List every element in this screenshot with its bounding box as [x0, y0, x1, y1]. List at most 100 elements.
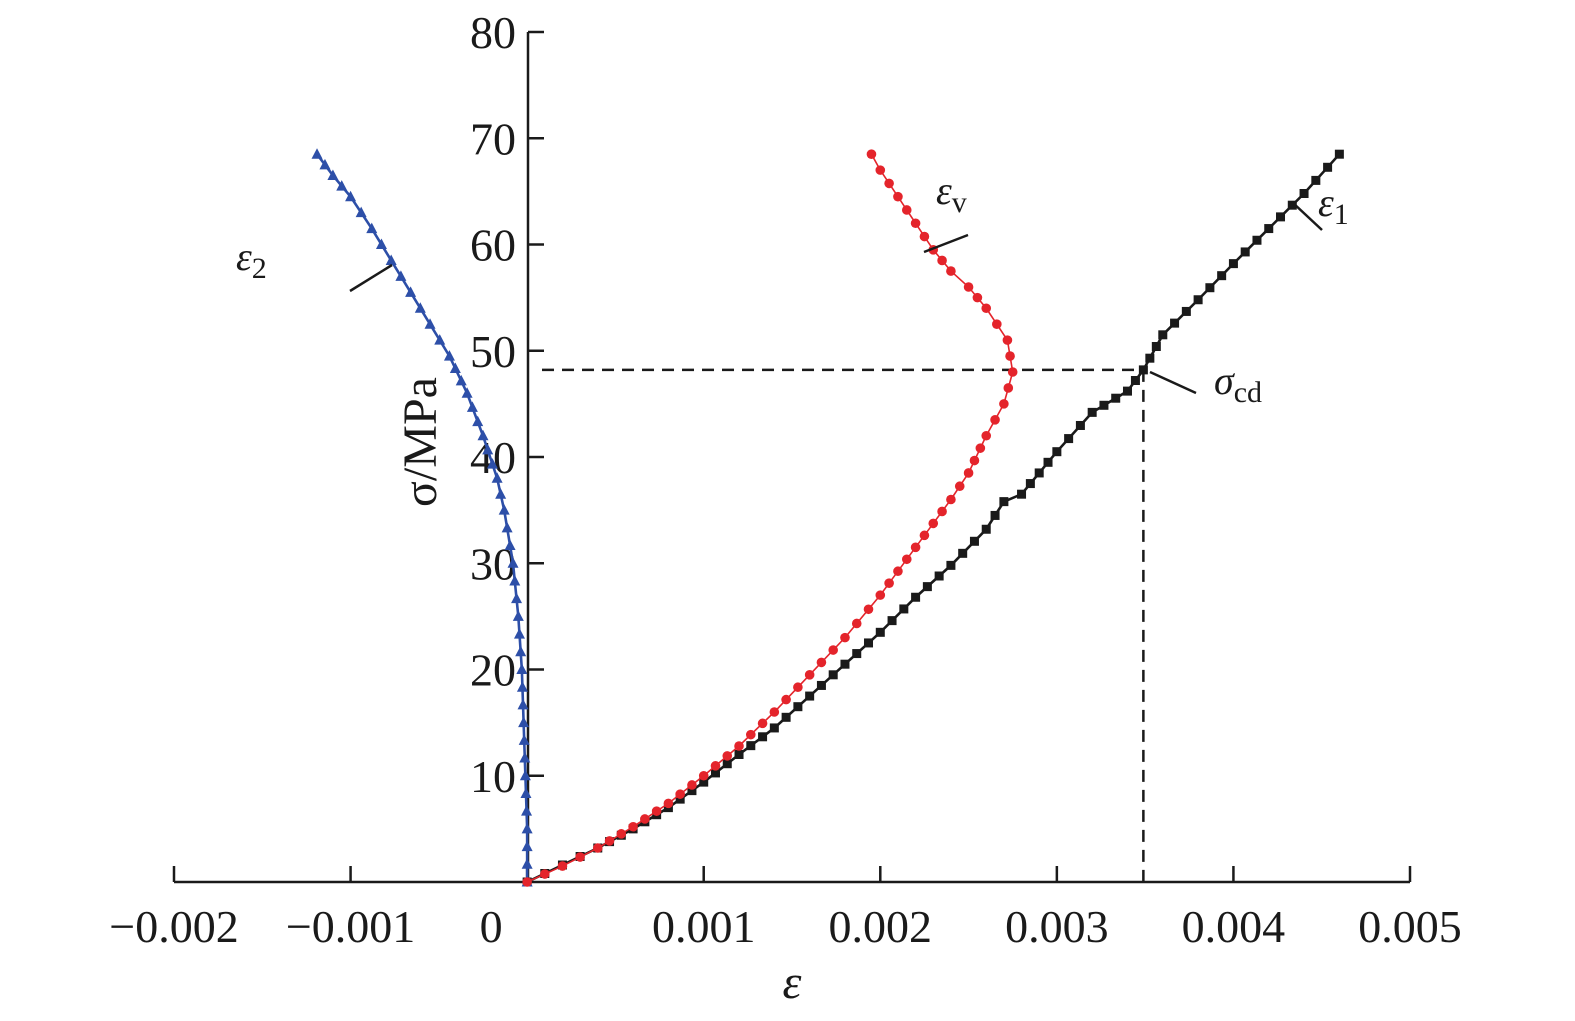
epsilon-v-marker	[816, 657, 827, 668]
epsilon-1-marker	[1205, 283, 1215, 293]
epsilon-1-marker	[1228, 259, 1238, 269]
epsilon-v-marker	[946, 494, 956, 505]
epsilon-v-marker	[710, 761, 721, 771]
epsilon-2-marker	[443, 350, 455, 361]
epsilon-1-marker	[758, 732, 768, 742]
epsilon-v-marker	[893, 566, 903, 577]
epsilon-2-marker	[482, 443, 494, 455]
epsilon-1-label-text: ε1	[1318, 180, 1349, 231]
epsilon-v-marker	[990, 415, 1000, 425]
epsilon-v-leader-line	[923, 233, 969, 254]
epsilon-1-marker	[1034, 468, 1044, 478]
epsilon-1-marker	[805, 691, 815, 701]
epsilon-1-marker	[1311, 175, 1321, 185]
epsilon-1-marker	[1158, 330, 1168, 340]
x-axis-title: ε	[783, 956, 802, 1009]
sigma-cd-label-text: σcd	[1214, 358, 1262, 409]
epsilon-v-label-text: εv	[936, 168, 967, 219]
epsilon-1-marker	[1075, 420, 1085, 430]
epsilon-1-marker	[1181, 306, 1191, 316]
epsilon-2-marker	[504, 539, 516, 551]
epsilon-2-marker	[311, 148, 323, 159]
epsilon-1-marker	[1052, 447, 1062, 457]
epsilon-2-marker	[449, 362, 461, 373]
epsilon-v-marker	[884, 178, 894, 189]
epsilon-1-marker	[1017, 489, 1027, 499]
x-tick-label: 0	[480, 901, 503, 952]
epsilon-v-marker	[954, 481, 965, 492]
x-tick-label: 0.003	[1005, 901, 1109, 952]
epsilon-v-marker	[828, 645, 838, 655]
epsilon-2-marker	[507, 557, 519, 568]
epsilon-2-marker	[521, 840, 533, 852]
epsilon-v-marker	[963, 282, 974, 292]
epsilon-v-marker	[901, 554, 912, 565]
epsilon-2-marker	[455, 374, 467, 386]
epsilon-v-marker	[604, 836, 615, 846]
epsilon-v-marker	[557, 861, 568, 871]
epsilon-2-marker	[515, 645, 527, 657]
epsilon-v-marker	[937, 255, 947, 266]
epsilon-1-marker	[793, 702, 803, 712]
epsilon-v-marker	[1002, 335, 1013, 345]
epsilon-v-marker	[746, 729, 756, 740]
epsilon-1-marker	[981, 524, 991, 534]
y-tick-label: 10	[470, 751, 516, 802]
epsilon-v-marker	[840, 632, 850, 643]
y-tick-label: 80	[470, 7, 516, 58]
epsilon-2-marker	[513, 628, 525, 639]
epsilon-1-marker	[840, 659, 850, 669]
epsilon-2-marker	[466, 401, 478, 412]
epsilon-v-marker	[540, 869, 550, 879]
epsilon-v-marker	[1007, 367, 1018, 377]
epsilon-v-marker	[851, 618, 862, 629]
epsilon-v-marker	[1005, 351, 1015, 361]
epsilon-v-marker	[522, 877, 532, 887]
epsilon-1-leader-line	[1291, 201, 1323, 231]
epsilon-2-marker	[516, 663, 528, 674]
axes: −0.002 −0.001 0 0.001 0.002 0.003 0.004 0.005 10…	[109, 7, 1461, 952]
epsilon-v-marker	[875, 590, 886, 600]
epsilon-v-marker	[999, 399, 1009, 409]
epsilon-1-marker	[1276, 212, 1286, 222]
epsilon-2-marker	[498, 504, 510, 515]
epsilon-2-marker	[517, 698, 529, 710]
epsilon-2-leader-line	[349, 263, 393, 293]
epsilon-1-marker	[1145, 353, 1155, 363]
epsilon-2-marker	[336, 180, 348, 191]
epsilon-1-marker	[1334, 149, 1344, 159]
epsilon-2-marker	[520, 787, 532, 798]
epsilon-v-marker	[804, 670, 815, 680]
epsilon-v-marker	[793, 682, 803, 693]
epsilon-2-marker	[424, 318, 436, 329]
epsilon-1-marker	[1151, 342, 1161, 351]
epsilon_1-series	[522, 149, 1344, 887]
epsilon-1-marker	[781, 712, 791, 722]
epsilon-v-marker	[928, 518, 939, 529]
epsilon-v-marker	[651, 806, 662, 816]
epsilon-1-marker	[1043, 457, 1053, 467]
epsilon-v-marker	[663, 798, 674, 809]
epsilon-1-marker	[1240, 247, 1250, 257]
epsilon-v-marker	[675, 789, 685, 799]
epsilon-1-marker	[922, 582, 932, 592]
epsilon-1-marker	[1025, 479, 1035, 489]
epsilon-v-marker	[698, 770, 709, 781]
epsilon-v-marker	[946, 266, 956, 276]
epsilon-1-marker	[687, 786, 697, 796]
epsilon-1-marker	[1099, 400, 1109, 410]
epsilon-1-marker	[699, 777, 709, 787]
epsilon_2-series	[311, 148, 533, 887]
y-tick-label: 70	[470, 113, 516, 164]
epsilon-1-marker	[887, 616, 897, 626]
epsilon-2-marker	[509, 574, 521, 586]
epsilon-1-marker	[1122, 386, 1132, 396]
epsilon-2-label: ε2	[236, 234, 393, 293]
epsilon-v-marker	[863, 604, 874, 615]
epsilon-1-marker	[1064, 434, 1074, 444]
epsilon-2-marker	[518, 716, 530, 728]
epsilon-v-marker	[628, 821, 638, 832]
epsilon-v-marker	[616, 829, 627, 839]
epsilon-1-marker	[1170, 318, 1180, 328]
epsilon-1-marker	[999, 497, 1009, 507]
